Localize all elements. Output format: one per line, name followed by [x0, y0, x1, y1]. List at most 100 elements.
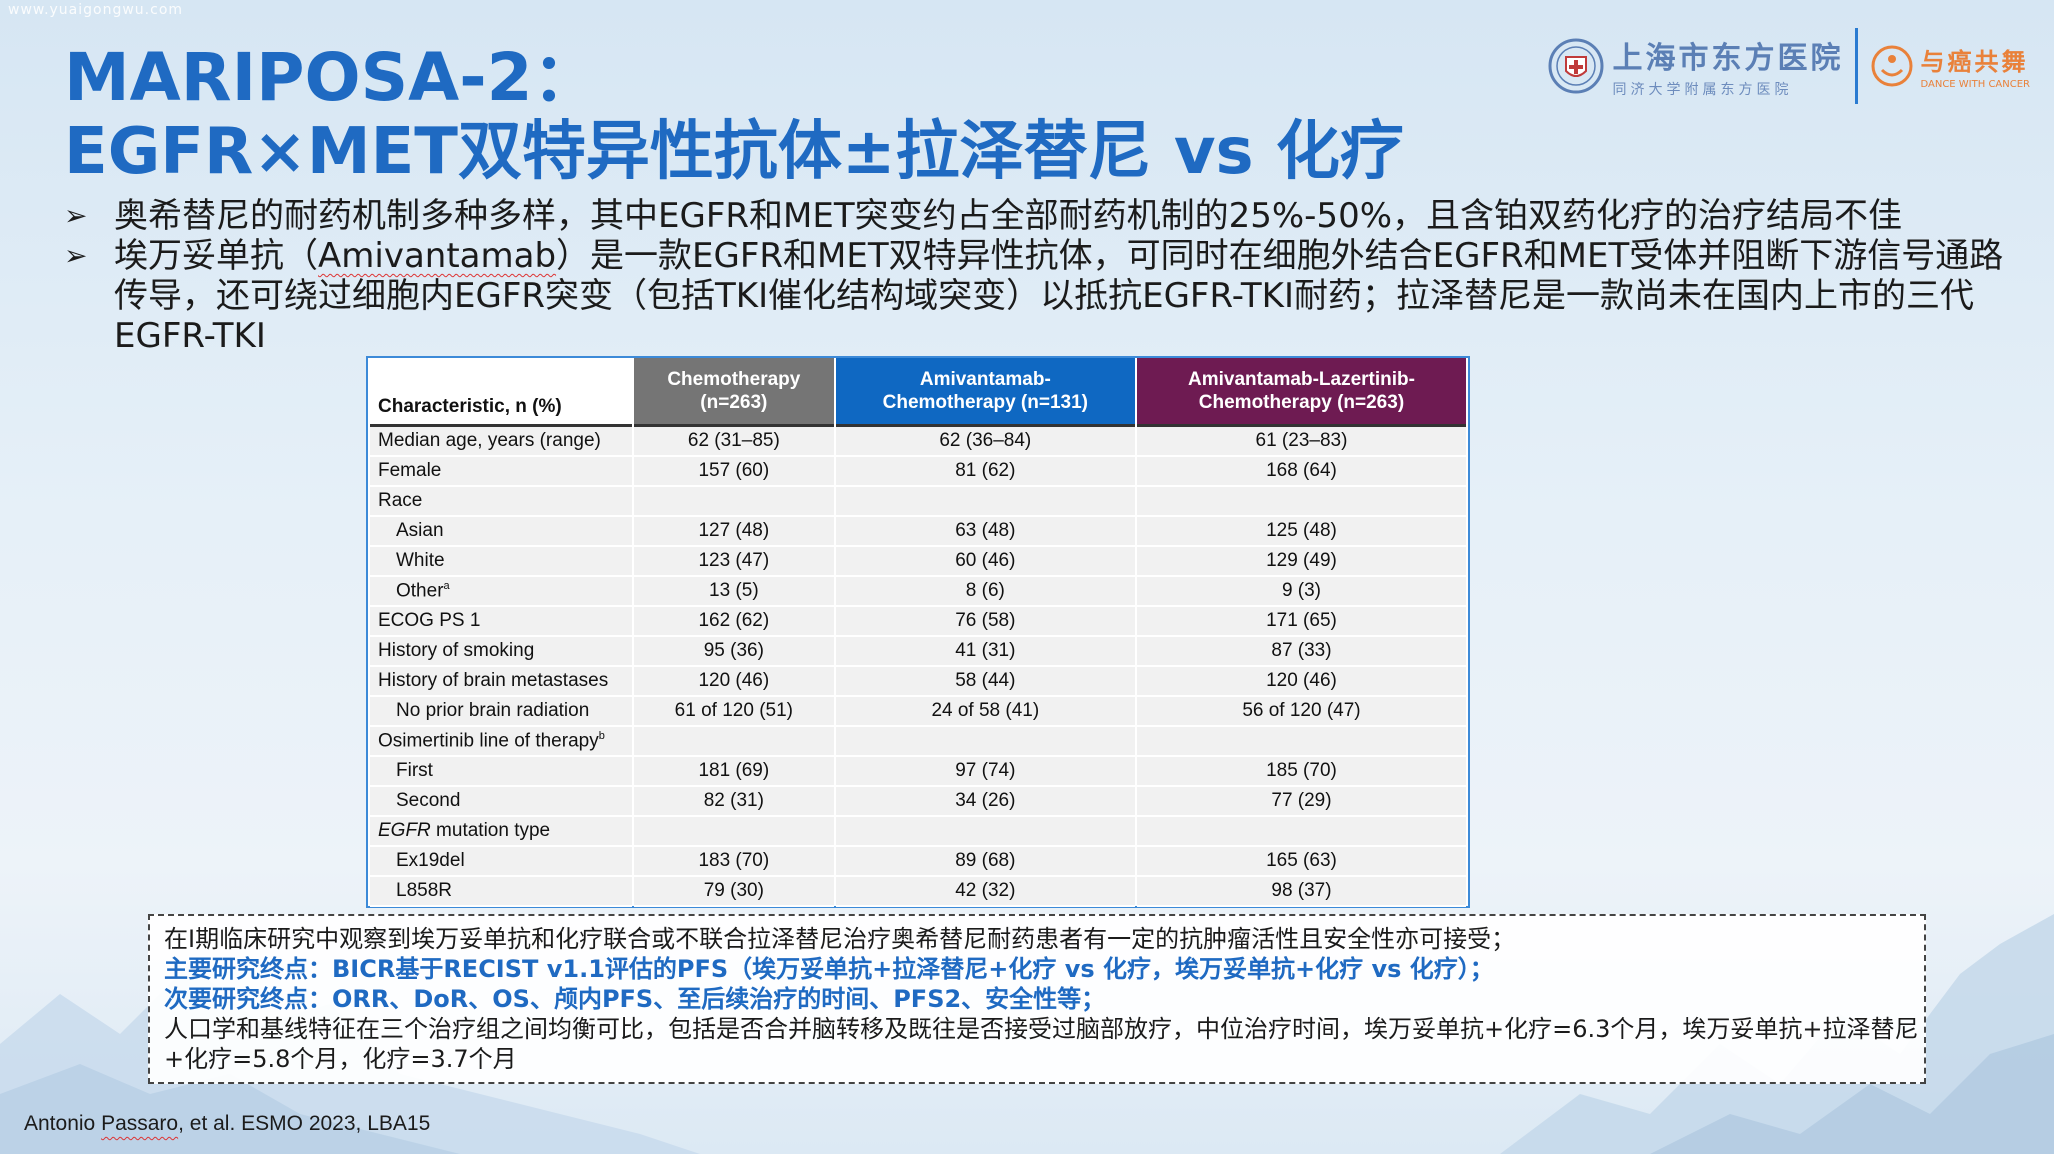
row-label-text: Other — [396, 580, 444, 601]
table-row: First 181 (69) 97 (74) 185 (70) — [370, 757, 1466, 787]
citation-source: , et al. ESMO 2023, LBA15 — [178, 1112, 430, 1135]
spellcheck-word: Amivantamab — [318, 236, 556, 276]
cell-chemotherapy: 123 (47) — [634, 547, 834, 577]
baseline-characteristics-table: Characteristic, n (%) Chemotherapy(n=263… — [366, 356, 1470, 908]
row-label: History of smoking — [370, 637, 632, 667]
row-label-text: mutation type — [431, 820, 550, 841]
citation-author: Antonio — [24, 1112, 101, 1135]
header-chemotherapy-line2: (n=263) — [700, 392, 767, 413]
watermark-text: www.yuaigongwu.com — [8, 2, 183, 18]
table-row: L858R 79 (30) 42 (32) 98 (37) — [370, 877, 1466, 907]
cell-ami-laz-chemo — [1137, 727, 1466, 757]
table-row: Race — [370, 487, 1466, 517]
hospital-logo: 上海市东方医院 同济大学附属东方医院 — [1548, 33, 1843, 99]
cell-chemotherapy: 62 (31–85) — [634, 424, 834, 457]
cell-chemotherapy: 181 (69) — [634, 757, 834, 787]
cell-ami-laz-chemo: 61 (23–83) — [1137, 424, 1466, 457]
cell-ami-laz-chemo: 77 (29) — [1137, 787, 1466, 817]
cell-ami-chemo: 76 (58) — [836, 607, 1135, 637]
cell-chemotherapy: 95 (36) — [634, 637, 834, 667]
bullet-list: ➢ 奥希替尼的耐药机制多种多样，其中EGFR和MET突变约占全部耐药机制的25%… — [64, 196, 2004, 356]
bullet-text: 埃万妥单抗（Amivantamab）是一款EGFR和MET双特异性抗体，可同时在… — [114, 236, 2004, 356]
cell-chemotherapy: 183 (70) — [634, 847, 834, 877]
row-label: History of brain metastases — [370, 667, 632, 697]
cell-ami-chemo: 97 (74) — [836, 757, 1135, 787]
cell-ami-laz-chemo: 171 (65) — [1137, 607, 1466, 637]
cell-chemotherapy — [634, 727, 834, 757]
table-row: Median age, years (range) 62 (31–85) 62 … — [370, 424, 1466, 457]
header-chemotherapy: Chemotherapy(n=263) — [634, 358, 834, 424]
cell-ami-laz-chemo: 165 (63) — [1137, 847, 1466, 877]
row-label: Female — [370, 457, 632, 487]
citation-author-surname: Passaro — [101, 1112, 178, 1135]
header-characteristic: Characteristic, n (%) — [370, 358, 632, 424]
cell-ami-chemo: 8 (6) — [836, 577, 1135, 607]
row-label: Second — [370, 787, 632, 817]
row-label: Ex19del — [370, 847, 632, 877]
cell-ami-laz-chemo: 120 (46) — [1137, 667, 1466, 697]
table-row: History of smoking 95 (36) 41 (31) 87 (3… — [370, 637, 1466, 667]
cell-ami-chemo — [836, 487, 1135, 517]
table-row: History of brain metastases 120 (46) 58 … — [370, 667, 1466, 697]
footnote-marker: b — [599, 730, 605, 742]
bullet-item: ➢ 埃万妥单抗（Amivantamab）是一款EGFR和MET双特异性抗体，可同… — [64, 236, 2004, 356]
table-row: ECOG PS 1 162 (62) 76 (58) 171 (65) — [370, 607, 1466, 637]
cell-chemotherapy: 162 (62) — [634, 607, 834, 637]
row-label: EGFR mutation type — [370, 817, 632, 847]
cell-chemotherapy: 61 of 120 (51) — [634, 697, 834, 727]
row-label-italic: EGFR — [378, 820, 431, 841]
cell-ami-chemo — [836, 727, 1135, 757]
cell-ami-chemo: 60 (46) — [836, 547, 1135, 577]
partner-name-en: DANCE WITH CANCER — [1920, 79, 2030, 90]
table-row: Asian 127 (48) 63 (48) 125 (48) — [370, 517, 1466, 547]
cell-ami-laz-chemo: 168 (64) — [1137, 457, 1466, 487]
cell-chemotherapy: 13 (5) — [634, 577, 834, 607]
cell-ami-laz-chemo: 87 (33) — [1137, 637, 1466, 667]
cell-ami-laz-chemo: 9 (3) — [1137, 577, 1466, 607]
partner-name: 与癌共舞 — [1920, 42, 2030, 77]
cell-chemotherapy: 82 (31) — [634, 787, 834, 817]
cell-chemotherapy — [634, 817, 834, 847]
row-label: First — [370, 757, 632, 787]
header-amivantamab-lazertinib-chemotherapy: Amivantamab-Lazertinib-Chemotherapy (n=2… — [1137, 358, 1466, 424]
cell-chemotherapy: 79 (30) — [634, 877, 834, 907]
hospital-subname: 同济大学附属东方医院 — [1612, 79, 1843, 99]
dance-with-cancer-icon — [1870, 44, 1914, 88]
note-line: 人口学和基线特征在三个治疗组之间均衡可比，包括是否合并脑转移及既往是否接受过脑部… — [164, 1014, 1924, 1074]
cell-ami-chemo — [836, 817, 1135, 847]
cell-ami-laz-chemo: 185 (70) — [1137, 757, 1466, 787]
cell-ami-chemo: 63 (48) — [836, 517, 1135, 547]
title-line-2: EGFR×MET双特异性抗体±拉泽替尼 vs 化疗 — [64, 100, 1404, 192]
row-label: Race — [370, 487, 632, 517]
arrow-bullet-icon: ➢ — [64, 196, 114, 236]
secondary-endpoint-line: 次要研究终点：ORR、DoR、OS、颅内PFS、至后续治疗的时间、PFS2、安全… — [164, 984, 1924, 1014]
cell-ami-chemo: 34 (26) — [836, 787, 1135, 817]
cell-ami-chemo: 24 of 58 (41) — [836, 697, 1135, 727]
hospital-name: 上海市东方医院 — [1612, 33, 1843, 77]
cell-ami-laz-chemo: 98 (37) — [1137, 877, 1466, 907]
bullet-text: 奥希替尼的耐药机制多种多样，其中EGFR和MET突变约占全部耐药机制的25%-5… — [114, 196, 2004, 236]
row-label: Othera — [370, 577, 632, 607]
cell-ami-chemo: 62 (36–84) — [836, 424, 1135, 457]
cell-ami-chemo: 58 (44) — [836, 667, 1135, 697]
table-row: Female 157 (60) 81 (62) 168 (64) — [370, 457, 1466, 487]
bullet-text-pre: 埃万妥单抗（ — [114, 236, 318, 276]
cell-ami-chemo: 41 (31) — [836, 637, 1135, 667]
cell-ami-chemo: 89 (68) — [836, 847, 1135, 877]
row-label: ECOG PS 1 — [370, 607, 632, 637]
row-label: White — [370, 547, 632, 577]
citation: Antonio Passaro, et al. ESMO 2023, LBA15 — [24, 1112, 430, 1136]
table-row: Othera 13 (5) 8 (6) 9 (3) — [370, 577, 1466, 607]
cell-ami-chemo: 81 (62) — [836, 457, 1135, 487]
hospital-emblem-icon — [1548, 35, 1604, 97]
header-amivantamab-chemotherapy: Amivantamab-Chemotherapy (n=131) — [836, 358, 1135, 424]
header-ami-chemo-line2: Chemotherapy (n=131) — [883, 392, 1088, 413]
logo-group: 上海市东方医院 同济大学附属东方医院 与癌共舞 DANCE WITH CANCE… — [1548, 26, 2030, 106]
note-line: 在I期临床研究中观察到埃万妥单抗和化疗联合或不联合拉泽替尼治疗奥希替尼耐药患者有… — [164, 924, 1924, 954]
row-label: L858R — [370, 877, 632, 907]
header-ami-laz-chemo-line1: Amivantamab-Lazertinib- — [1188, 369, 1415, 390]
table-row: No prior brain radiation 61 of 120 (51) … — [370, 697, 1466, 727]
table-row: Osimertinib line of therapyb — [370, 727, 1466, 757]
header-ami-chemo-line1: Amivantamab- — [920, 369, 1051, 390]
cell-chemotherapy: 157 (60) — [634, 457, 834, 487]
